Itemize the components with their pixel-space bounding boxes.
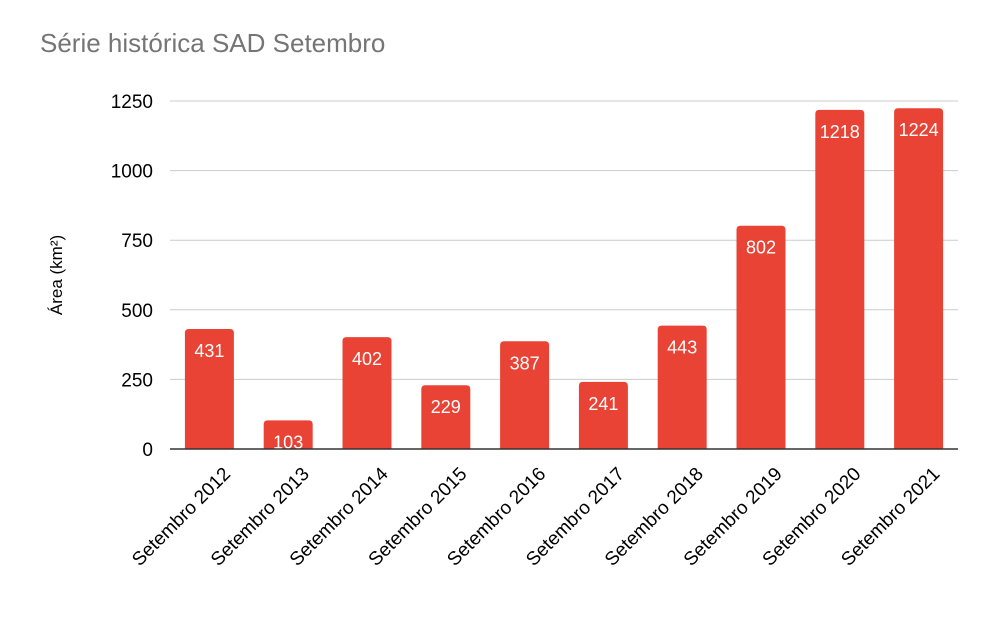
y-tick-label: 250 <box>121 370 153 391</box>
y-tick-label: 500 <box>121 301 153 322</box>
bar <box>578 381 628 449</box>
y-axis-ticks: 0 250 500 750 1000 1250 <box>111 92 153 461</box>
data-labels: 431 103 402 229 387 241 443 802 1218 1224 <box>194 120 938 452</box>
data-label: 1218 <box>820 122 860 142</box>
bar <box>342 337 392 449</box>
bar <box>184 329 234 449</box>
data-label: 431 <box>194 341 224 361</box>
y-tick-label: 1250 <box>111 92 153 113</box>
data-label: 802 <box>746 238 776 258</box>
y-tick-label: 1000 <box>111 162 153 183</box>
data-label: 443 <box>667 338 697 358</box>
y-tick-label: 0 <box>142 440 153 461</box>
data-label: 229 <box>431 397 461 417</box>
data-label: 103 <box>273 432 303 452</box>
bar <box>736 225 786 449</box>
bar <box>815 109 865 449</box>
bar <box>500 341 550 449</box>
data-label: 241 <box>588 394 618 414</box>
data-label: 387 <box>510 353 540 373</box>
chart-title: Série histórica SAD Setembro <box>40 28 386 58</box>
data-label: 1224 <box>899 120 939 140</box>
bar <box>263 420 313 449</box>
bar <box>894 108 944 449</box>
bar <box>657 325 707 449</box>
y-axis-label: Área (km²) <box>47 235 66 315</box>
bar <box>421 385 471 449</box>
y-tick-label: 750 <box>121 231 153 252</box>
data-label: 402 <box>352 349 382 369</box>
bars <box>184 108 944 449</box>
